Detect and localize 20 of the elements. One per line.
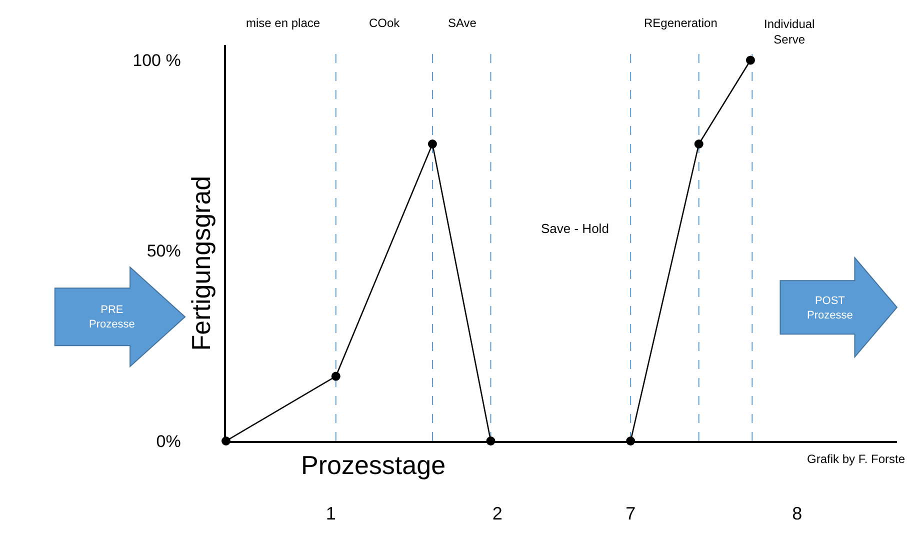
x-tick-label: 8 [792, 503, 802, 524]
text: SAve [448, 16, 477, 30]
y-tick-label: 50% [146, 242, 181, 261]
y-tick-label: 0% [156, 432, 181, 451]
text: Grafik by F. Forste [807, 452, 906, 466]
point [428, 140, 437, 148]
x-tick-label: 2 [492, 503, 502, 524]
x-axis-title: Prozesstage [301, 450, 446, 480]
annotation: Save - Hold [541, 221, 609, 236]
text: REgeneration [644, 16, 718, 30]
y-axis-title: Fertigungsgrad [186, 176, 216, 351]
x-tick-label: 7 [626, 503, 636, 524]
y-tick-label: 100 % [132, 51, 181, 70]
text: mise en place [246, 16, 320, 30]
x-tick-label: 1 [326, 503, 336, 524]
annotation: Individual Serve [764, 17, 815, 47]
text: COok [369, 16, 401, 30]
point [331, 372, 340, 381]
annotation: POST Prozesse [807, 295, 853, 322]
text: PRE Prozesse [89, 304, 135, 330]
